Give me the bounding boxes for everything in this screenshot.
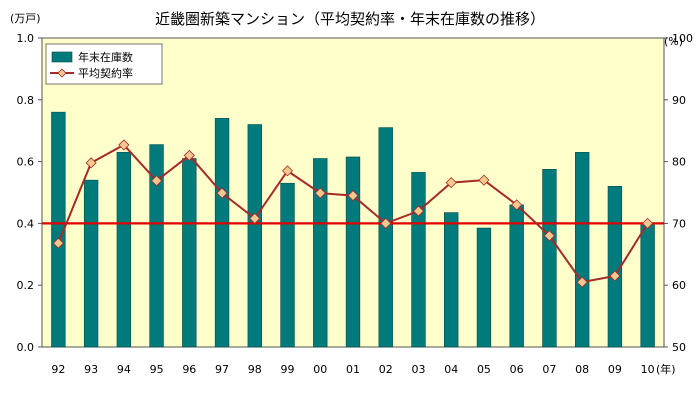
x-tick-label: 99 — [281, 363, 295, 376]
y-right-unit: (%) — [664, 35, 683, 48]
line-point — [445, 177, 457, 189]
bar — [313, 158, 328, 348]
y-left-tick-label: 1.0 — [17, 32, 35, 45]
x-tick-label: 04 — [444, 363, 458, 376]
line-point — [642, 217, 654, 229]
bar — [345, 156, 361, 348]
x-tick-label: 08 — [575, 363, 589, 376]
y-left-tick-label: 0.6 — [17, 156, 35, 169]
line-point — [412, 205, 425, 217]
bar — [378, 127, 393, 348]
y-left-tick-label: 0.0 — [17, 341, 35, 354]
line-point — [249, 212, 261, 225]
x-tick-label: 10 — [641, 363, 655, 376]
line-point — [281, 165, 294, 177]
bar — [149, 144, 164, 348]
x-tick-label: 05 — [477, 363, 491, 376]
legend-label-bar: 年末在庫数 — [78, 50, 133, 64]
bar — [542, 169, 557, 348]
line-point — [314, 187, 326, 199]
y-left-tick-label: 0.2 — [17, 279, 35, 292]
line-point — [216, 187, 228, 199]
bar-series — [51, 111, 655, 348]
bar — [116, 152, 132, 348]
line-point — [347, 190, 359, 202]
line-point — [183, 149, 195, 161]
legend-swatch-bar — [51, 51, 73, 63]
x-tick-label: 96 — [182, 363, 196, 376]
bar — [640, 224, 655, 348]
line-point — [576, 276, 588, 288]
x-tick-label: 09 — [608, 363, 622, 376]
bar — [411, 172, 426, 348]
line-series — [52, 139, 654, 288]
x-tick-label: 00 — [313, 363, 327, 376]
bar — [476, 227, 492, 348]
x-tick-label: 97 — [215, 363, 229, 376]
y-right-tick-label: 60 — [672, 279, 686, 292]
y-right-axis: 50 60 70 80 90 100 — [664, 32, 693, 354]
legend-swatch-marker — [57, 68, 67, 78]
x-tick-label: 03 — [411, 363, 425, 376]
line-point — [478, 174, 490, 186]
bar — [574, 152, 590, 348]
bar — [214, 118, 230, 348]
bar — [51, 111, 66, 348]
line-point — [543, 230, 555, 242]
legend-box — [45, 43, 163, 85]
line-point — [380, 217, 392, 229]
x-tick-label: 02 — [379, 363, 393, 376]
x-tick-label: 92 — [51, 363, 65, 376]
chart-title: 近畿圏新築マンション（平均契約率・年末在庫数の推移） — [155, 10, 545, 28]
y-right-tick-label: 90 — [672, 94, 686, 107]
x-tick-label: 94 — [117, 363, 131, 376]
y-left-unit: (万戸) — [10, 12, 41, 25]
x-tick-label: 93 — [84, 363, 98, 376]
bar — [444, 212, 459, 348]
y-right-tick-label: 100 — [672, 32, 693, 45]
bar — [83, 179, 99, 348]
bar — [509, 204, 524, 348]
line-point — [609, 270, 621, 282]
y-right-tick-label: 80 — [672, 156, 686, 169]
y-right-tick-label: 50 — [672, 341, 686, 354]
x-tick-label: 95 — [150, 363, 164, 376]
x-tick-label: 01 — [346, 363, 360, 376]
x-unit: (年) — [656, 362, 676, 376]
bar — [182, 158, 197, 348]
y-left-tick-label: 0.8 — [17, 94, 35, 107]
line-point — [118, 139, 130, 151]
line-point — [85, 157, 97, 169]
line-point — [151, 175, 163, 187]
legend-label-line: 平均契約率 — [78, 66, 133, 80]
line-point — [52, 237, 64, 249]
x-tick-label: 98 — [248, 363, 262, 376]
y-left-tick-label: 0.4 — [17, 217, 35, 230]
line-point — [511, 199, 523, 211]
y-right-tick-label: 70 — [672, 217, 686, 230]
x-tick-label: 06 — [510, 363, 524, 376]
x-tick-label: 07 — [542, 363, 556, 376]
bar — [280, 182, 295, 348]
bar — [247, 124, 262, 348]
y-left-axis: 0.0 0.2 0.4 0.6 0.8 1.0 — [17, 32, 42, 354]
x-axis: 92 93 94 95 96 97 98 99 00 01 02 03 04 05 06 07 08 09 10 — [51, 363, 654, 376]
